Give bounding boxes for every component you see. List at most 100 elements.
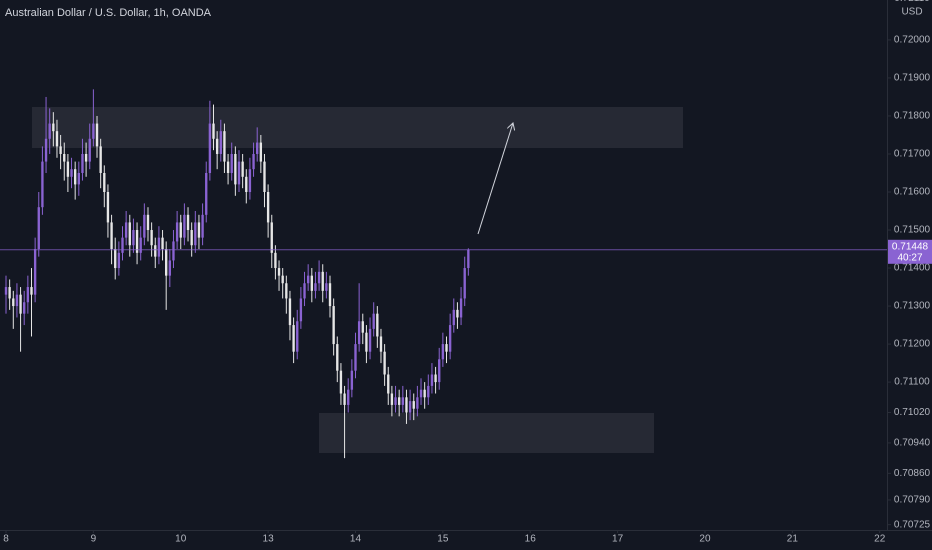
y-tick-label: 0.70940 [894, 438, 931, 449]
candle-body [154, 245, 157, 257]
candle-body [234, 153, 237, 185]
candle-body [165, 249, 168, 276]
candle-body [66, 161, 70, 177]
candle-body [183, 214, 186, 238]
x-tick-label: 16 [525, 534, 537, 545]
y-tick-label: 0.72000 [894, 35, 931, 46]
candle-body [146, 214, 150, 231]
candle-body [347, 389, 350, 405]
candle-body [26, 287, 30, 303]
candle-body [73, 169, 77, 185]
candle-body [190, 230, 193, 246]
candle-body [212, 123, 215, 139]
candle-body [99, 146, 102, 173]
candle-body [143, 214, 146, 238]
candle-body [361, 321, 364, 333]
candle-body [336, 344, 339, 371]
demand-zone [319, 413, 654, 453]
candle-body [241, 161, 244, 177]
candle-body [30, 287, 33, 295]
candle-body [8, 287, 11, 299]
candle-body [281, 275, 284, 284]
candle-body [19, 294, 22, 314]
candle-body [63, 153, 66, 162]
plot-area [4, 89, 470, 459]
candle-body [379, 336, 383, 352]
x-tick-label: 13 [263, 534, 275, 545]
y-tick-label: 0.71500 [894, 225, 931, 236]
candle-body [357, 321, 361, 345]
candle-body [84, 153, 88, 162]
candle-body [215, 138, 219, 154]
candle-body [423, 389, 426, 398]
candle-body [310, 275, 313, 291]
candle-body [438, 359, 441, 383]
candle-body [219, 131, 222, 154]
x-tick-label: 17 [612, 534, 624, 545]
candle-body [33, 249, 37, 295]
candle-body [223, 131, 226, 162]
candle-body [161, 237, 164, 250]
projection-arrow [477, 123, 513, 235]
candle-body [467, 249, 470, 269]
candle-body [157, 237, 161, 257]
candle-body [263, 161, 266, 193]
candle-body [92, 123, 95, 139]
candle-body [88, 138, 91, 162]
candle-body [448, 325, 452, 352]
candle-body [365, 332, 368, 352]
candle-body [259, 142, 263, 162]
y-tick-label: 0.71700 [894, 149, 931, 160]
candle-body [95, 123, 99, 147]
supply-zone [32, 107, 683, 148]
last-price-label: 0.71448 [892, 241, 929, 252]
candle-body [103, 172, 106, 193]
candle-body [321, 271, 324, 291]
candle-body [383, 351, 386, 375]
candle-body [41, 161, 44, 208]
candle-body [274, 252, 277, 269]
candle-body [430, 374, 434, 386]
candle-body [179, 222, 182, 238]
candle-body [416, 397, 419, 409]
candle-body [226, 161, 230, 173]
candle-body [306, 275, 310, 284]
candle-body [372, 313, 375, 329]
x-tick-label: 15 [437, 534, 449, 545]
candle-body [303, 283, 306, 299]
candle-body [332, 306, 335, 345]
candle-body [48, 123, 51, 139]
y-tick-label: 0.70790 [894, 495, 931, 506]
candle-body [12, 298, 15, 307]
candle-body [368, 328, 372, 352]
candle-body [106, 192, 110, 223]
candle-body [205, 172, 208, 215]
candle-body [124, 222, 128, 238]
candle-body [270, 222, 273, 253]
candle-body [463, 268, 466, 299]
candle-body [52, 123, 55, 132]
candle-body [132, 230, 135, 246]
candle-body [285, 283, 288, 299]
candle-body [4, 287, 8, 295]
currency-label: USD [901, 7, 922, 18]
candle-body [390, 393, 394, 405]
candle-body [172, 241, 175, 261]
candle-body [412, 401, 415, 409]
candle-body [292, 325, 295, 352]
candle-body [81, 153, 84, 173]
y-tick-label: 0.71900 [894, 73, 931, 84]
candle-body [397, 397, 401, 405]
x-tick-label: 20 [699, 534, 711, 545]
candle-body [23, 302, 26, 314]
candle-body [350, 370, 354, 390]
candle-body [408, 401, 412, 413]
candle-body [354, 344, 357, 371]
candle-body [194, 222, 197, 246]
candle-body [328, 283, 332, 307]
y-tick-label: 0.71020 [894, 407, 931, 418]
y-tick-label: 0.71300 [894, 301, 931, 312]
candle-body [314, 283, 317, 291]
candle-body [387, 374, 390, 394]
candle-body [317, 271, 321, 284]
